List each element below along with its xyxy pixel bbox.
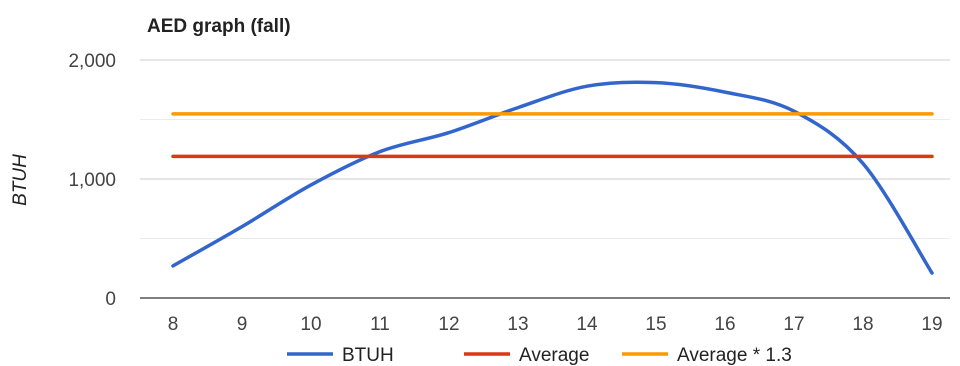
x-tick-label: 8 [168,314,179,335]
series-line-btuh [171,80,934,275]
chart-title: AED graph (fall) [147,16,291,37]
x-tick-label: 18 [852,314,873,335]
x-tick-label: 10 [300,314,321,335]
x-tick-label: 17 [783,314,804,335]
legend-label-average: Average [519,345,589,366]
y-tick-label: 1,000 [68,170,116,191]
x-tick-label: 16 [714,314,735,335]
legend: BTUH Average Average * 1.3 [287,345,792,366]
legend-label-average-1-3: Average * 1.3 [677,345,792,366]
y-axis-label: BTUH [10,154,31,206]
x-tick-label: 14 [576,314,598,335]
x-axis-ticks: 8 9 10 11 12 13 14 15 16 17 18 19 [168,314,943,335]
y-tick-label: 2,000 [68,51,116,72]
y-axis-ticks: 0 1,000 2,000 [68,51,116,310]
series-lines [171,80,934,275]
y-tick-label: 0 [105,289,116,310]
legend-label-btuh: BTUH [342,345,394,366]
x-tick-label: 9 [237,314,248,335]
x-tick-label: 11 [370,314,390,335]
x-tick-label: 19 [921,314,942,335]
x-tick-label: 12 [438,314,459,335]
grid-lines [140,59,950,239]
x-tick-label: 13 [507,314,528,335]
x-tick-label: 15 [645,314,666,335]
